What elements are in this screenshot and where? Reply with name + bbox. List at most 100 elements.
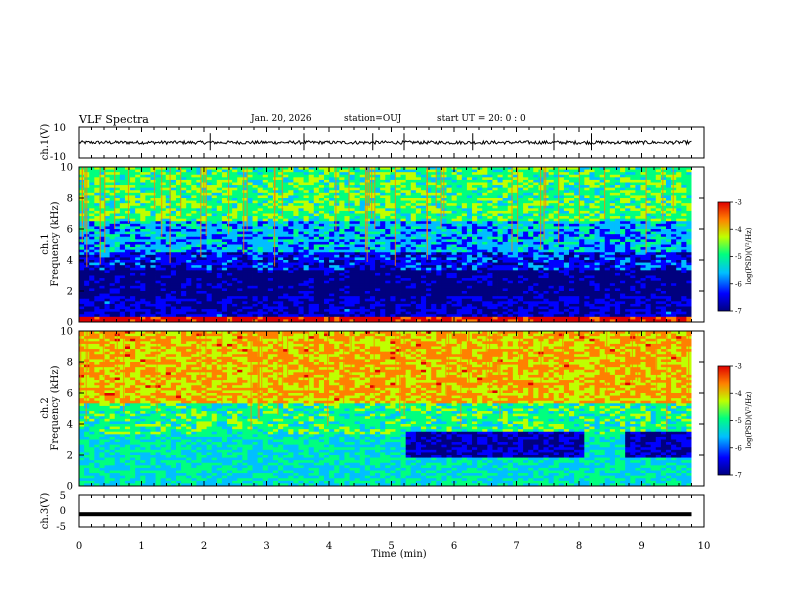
spectrogram-cell <box>395 244 401 248</box>
spectrogram-cell <box>339 241 345 245</box>
spectrogram-cell <box>109 239 116 243</box>
spectrogram-cell <box>502 203 509 207</box>
spectrogram-cell <box>405 172 412 176</box>
spectrogram-cell <box>79 270 85 274</box>
spectrogram-cell <box>186 249 192 253</box>
spectrogram-cell <box>191 172 197 176</box>
spectrogram-cell <box>114 260 121 263</box>
spectrogram-cell <box>466 262 473 266</box>
spectrogram-cell <box>446 254 452 258</box>
spectrogram-cell <box>313 179 320 183</box>
spectrogram-cell <box>165 257 172 261</box>
spectrogram-cell <box>492 267 498 271</box>
spectrogram-cell <box>278 262 284 266</box>
spectrogram-cell <box>237 267 243 271</box>
spectrogram-cell <box>502 208 509 212</box>
spectrogram-cell <box>334 208 340 212</box>
spectrogram-cell <box>497 270 504 274</box>
spectrogram-cell <box>614 190 621 194</box>
spectrogram-cell <box>140 190 146 194</box>
spectrogram-cell <box>461 229 468 232</box>
spectrogram-cell <box>431 216 437 220</box>
spectrogram-cell <box>181 167 187 170</box>
spectrogram-cell <box>186 267 192 271</box>
spectrogram-cell <box>109 236 116 240</box>
spectrogram-cell <box>665 169 672 173</box>
spectrogram-cell <box>99 200 105 204</box>
spectrogram-cell <box>517 262 524 266</box>
spectrogram-cell <box>569 210 575 214</box>
spectrogram-cell <box>308 221 315 225</box>
spectrogram-cell <box>686 167 692 170</box>
spectrogram-cell <box>267 244 274 248</box>
spectrogram-cell <box>247 226 253 230</box>
spectrogram-cell <box>385 241 391 245</box>
spectrogram-cell <box>227 179 233 183</box>
spectrogram-cell <box>94 200 100 204</box>
spectrogram-cell <box>446 177 452 181</box>
spectrogram-cell <box>507 195 514 199</box>
spectrogram-cell <box>523 185 529 189</box>
spectrogram-cell <box>569 208 575 212</box>
spectrogram-cell <box>380 203 386 207</box>
spectrogram-cell <box>405 265 412 269</box>
spectrogram-cell <box>543 257 549 261</box>
spectrogram-cell <box>665 257 672 261</box>
spectrogram-cell <box>660 221 667 225</box>
spectrogram-cell <box>252 239 259 243</box>
spectrogram-cell <box>298 272 304 276</box>
spectrogram-cell <box>313 198 320 201</box>
spectrogram-cell <box>293 174 299 178</box>
spectrogram-cell <box>589 200 595 204</box>
spectrogram-cell <box>206 190 213 194</box>
spectrogram-cell <box>681 221 687 225</box>
spectrogram-cell <box>584 265 590 269</box>
spectrogram-cell <box>109 203 116 207</box>
spectrogram-cell <box>579 270 585 274</box>
spectrogram-cell <box>140 229 146 232</box>
spectrogram-cell <box>604 203 611 207</box>
spectrogram-cell <box>150 272 156 276</box>
spectrogram-cell <box>155 185 162 189</box>
spectrogram-cell <box>558 192 565 196</box>
spectrogram-cell <box>569 182 575 186</box>
spectrogram-cell <box>415 205 422 209</box>
spectrogram-cell <box>278 241 284 245</box>
spectrogram-cell <box>604 213 611 217</box>
spectrogram-cell <box>334 210 340 214</box>
spectrogram-cell <box>681 187 687 191</box>
spectrogram-cell <box>170 221 177 225</box>
spectrogram-cell <box>609 198 616 201</box>
spectrogram-cell <box>558 169 565 173</box>
spectrogram-cell <box>400 239 407 243</box>
spectrogram-cell <box>466 249 473 253</box>
spectrogram-cell <box>267 182 274 186</box>
spectrogram-cell <box>584 187 590 191</box>
spectrogram-cell <box>558 234 565 238</box>
spectrogram-cell <box>303 195 310 199</box>
spectrogram-cell <box>676 200 682 204</box>
spectrogram-cell <box>257 272 264 276</box>
spectrogram-cell <box>620 172 626 176</box>
spectrogram-cell <box>293 231 299 235</box>
spectrogram-cell <box>313 257 320 261</box>
spectrogram-cell <box>676 226 682 230</box>
spectrogram-cell <box>635 241 641 245</box>
spectrogram-cell <box>630 254 636 258</box>
spectrogram-cell <box>252 260 259 263</box>
spectrogram-cell <box>334 200 340 204</box>
spectrogram-cell <box>558 203 565 207</box>
spectrogram-cell <box>375 187 381 191</box>
spectrogram-cell <box>124 208 131 212</box>
spectrogram-cell <box>472 216 478 220</box>
spectrogram-cell <box>630 244 636 248</box>
spectrogram-cell <box>650 234 657 238</box>
spectrogram-cell <box>589 223 595 227</box>
spectrogram-cell <box>262 218 269 222</box>
spectrogram-cell <box>461 182 468 186</box>
spectrogram-cell <box>130 249 136 253</box>
spectrogram-cell <box>431 195 437 199</box>
spectrogram-cell <box>472 174 478 178</box>
spectrogram-cell <box>375 198 381 201</box>
spectrogram-cell <box>625 185 631 189</box>
